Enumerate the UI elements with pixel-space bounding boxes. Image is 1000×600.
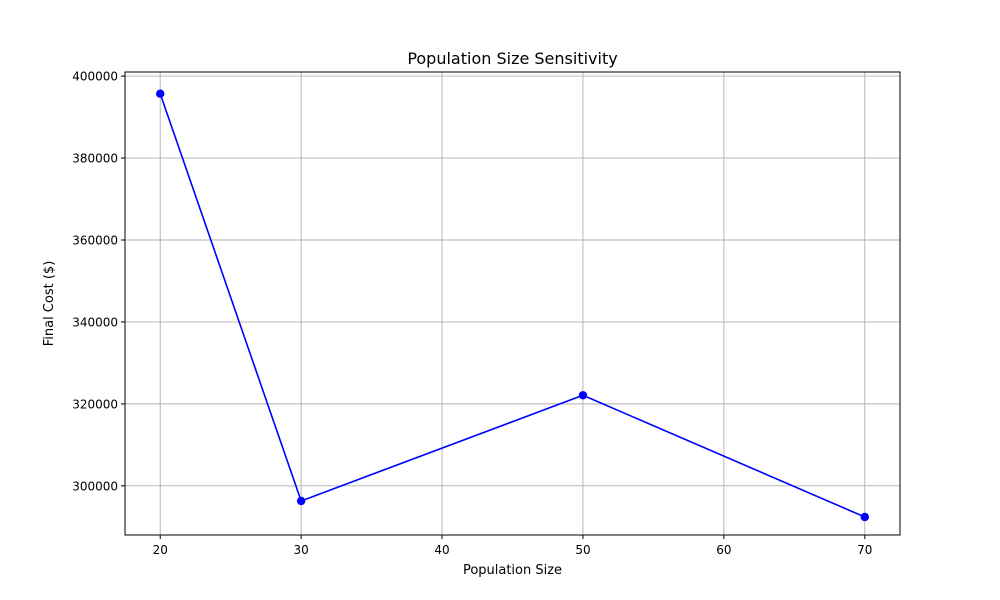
axis-ticks: 20 30 40 50 60 70 300000 320000 340000 360000 3800… <box>72 70 872 557</box>
x-axis-label: Population Size <box>463 563 562 578</box>
x-tick-label: 20 <box>153 543 168 557</box>
x-tick-label: 40 <box>434 543 449 557</box>
data-point-marker <box>860 512 869 522</box>
chart-title: Population Size Sensitivity <box>407 49 617 68</box>
y-tick-label: 400000 <box>72 70 118 84</box>
data-point-marker <box>296 496 306 506</box>
y-tick-label: 340000 <box>72 315 118 329</box>
y-tick-label: 320000 <box>72 397 118 411</box>
y-tick-label: 300000 <box>72 479 118 493</box>
data-point-marker <box>578 391 588 400</box>
x-tick-label: 60 <box>716 543 731 557</box>
data-point-marker <box>156 89 165 98</box>
x-tick-label: 50 <box>575 543 590 557</box>
series-line <box>159 93 866 518</box>
plot-area-frame <box>124 71 901 536</box>
grid-lines <box>125 72 900 535</box>
y-axis-label: Final Cost ($) <box>42 261 57 347</box>
y-tick-label: 360000 <box>72 233 118 247</box>
series-layer <box>156 89 869 522</box>
y-tick-label: 380000 <box>72 152 118 166</box>
x-tick-label: 70 <box>857 543 872 557</box>
x-tick-label: 30 <box>293 543 308 557</box>
